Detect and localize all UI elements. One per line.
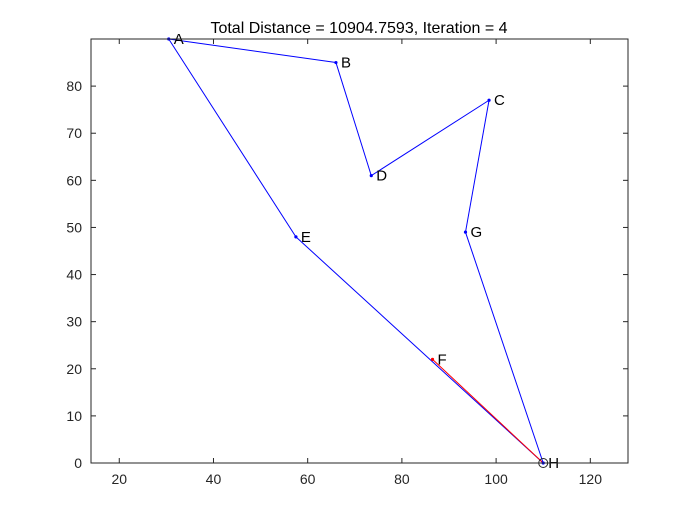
city-label-c: C: [494, 92, 505, 109]
city-marker-c: [487, 98, 491, 102]
x-tick-label: 80: [394, 471, 410, 487]
axis-ticks: 20 40 60 80 100 120 0 10 20 30 40 50 60 70 80: [66, 39, 628, 487]
y-tick-label: 20: [66, 361, 82, 377]
city-marker-b: [334, 60, 338, 65]
y-tick-label: 0: [74, 455, 82, 471]
y-tick-label: 60: [66, 172, 82, 188]
city-marker-f: [430, 357, 435, 361]
route-edges: [168, 38, 544, 464]
city-label-d: D: [376, 168, 387, 185]
y-tick-label: 30: [66, 314, 82, 330]
x-tick-label: 60: [300, 471, 316, 487]
city-marker-e: [294, 235, 298, 239]
city-label-f: F: [438, 351, 447, 368]
y-tick-label: 40: [66, 267, 82, 283]
chart-title: Total Distance = 10904.7593, Iteration =…: [210, 20, 507, 37]
axes-box: [90, 38, 629, 464]
route-edge-blue-c-g: [464, 100, 490, 233]
city-marker-d: [369, 174, 373, 178]
city-label-e: E: [301, 229, 311, 246]
route-edge-blue-e-a: [168, 38, 297, 238]
y-tick-label: 50: [66, 219, 82, 235]
route-edge-blue-h-e: [295, 236, 544, 464]
route-edge-blue-a-b: [168, 38, 337, 64]
y-tick-label: 70: [66, 125, 82, 141]
route-edge-blue-g-h: [465, 231, 544, 464]
city-label-b: B: [341, 55, 351, 72]
city-label-g: G: [470, 224, 482, 241]
axes-background: [91, 39, 628, 463]
city-marker-g: [463, 230, 468, 234]
x-tick-label: 100: [484, 471, 508, 487]
y-tick-label: 10: [66, 408, 82, 424]
x-tick-label: 20: [111, 471, 127, 487]
route-edge-blue-d-c: [371, 99, 490, 177]
x-tick-label: 40: [206, 471, 222, 487]
y-tick-label: 80: [66, 78, 82, 94]
route-edge-blue-b-d: [335, 62, 372, 176]
x-tick-label: 120: [579, 471, 603, 487]
route-edge-red-f-h: [432, 358, 544, 464]
